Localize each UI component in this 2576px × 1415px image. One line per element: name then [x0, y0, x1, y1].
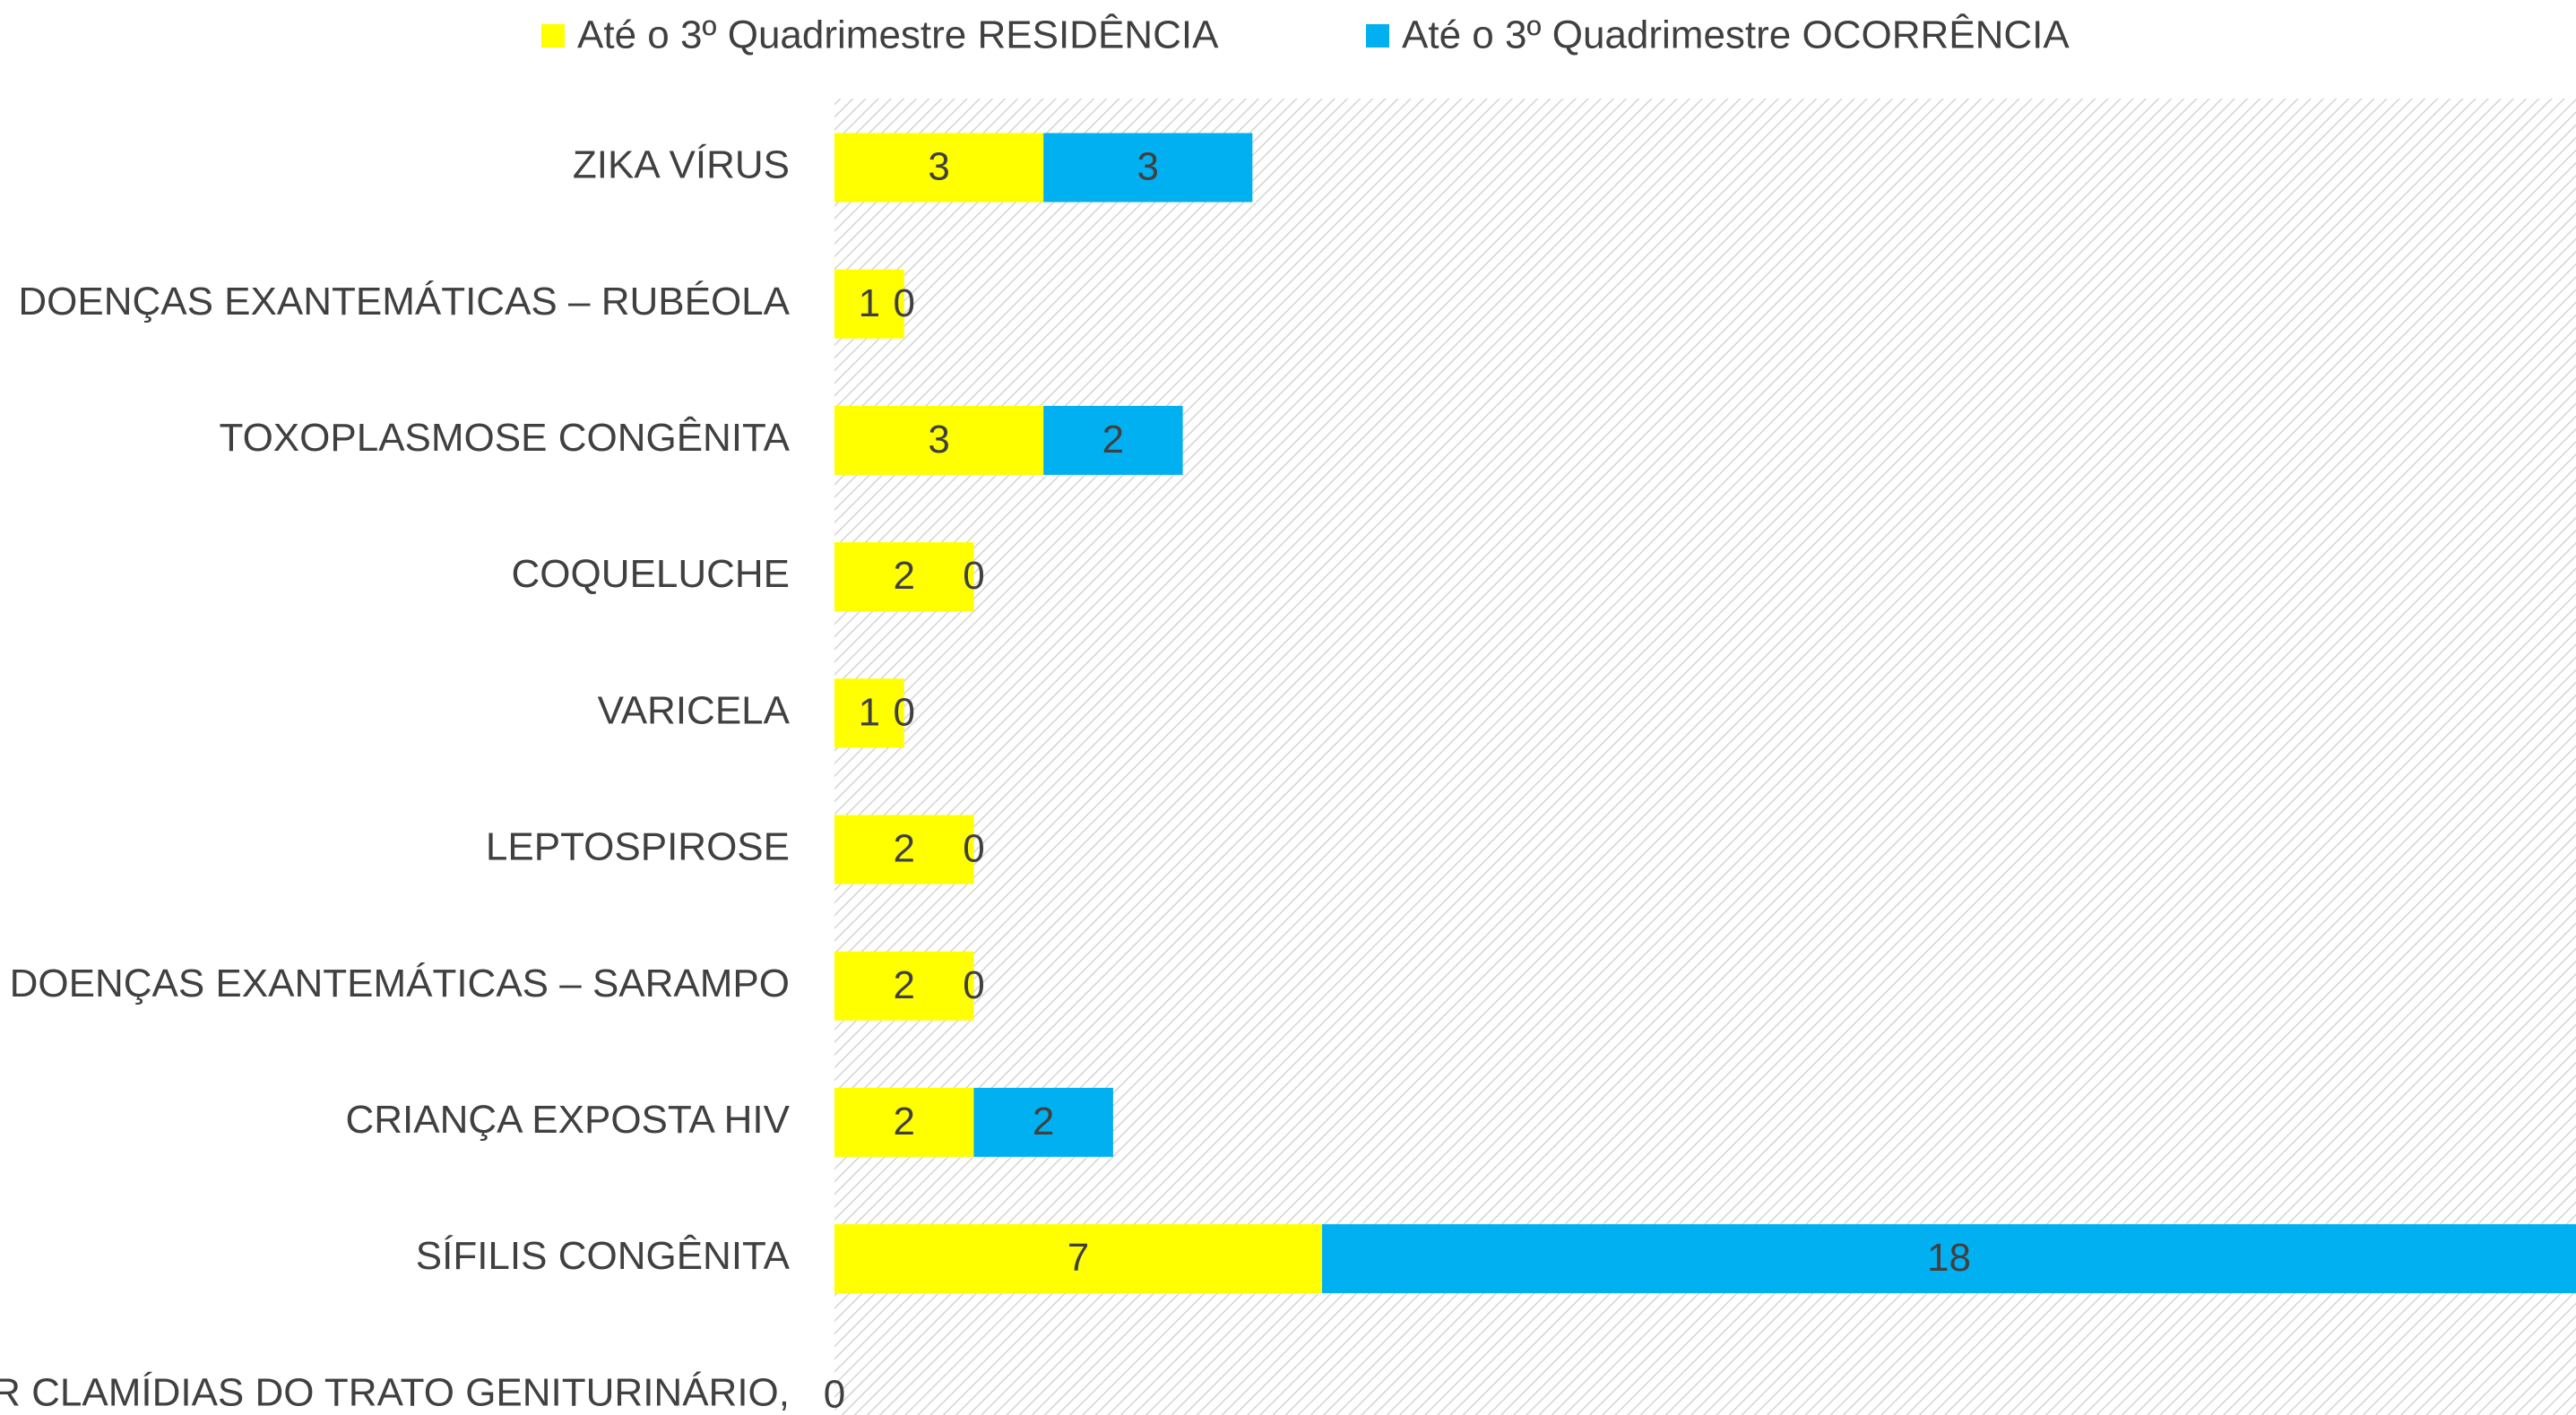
bar: [834, 815, 974, 884]
data-label: 0: [963, 963, 984, 1007]
legend-label: Até o 3º Quadrimestre RESIDÊNCIA: [577, 13, 1219, 57]
bar: [834, 1087, 974, 1157]
legend-swatch: [541, 24, 565, 47]
bar: [834, 542, 974, 612]
y-tick-label: TOXOPLASMOSE CONGÊNITA: [220, 416, 791, 460]
data-label: 0: [963, 554, 984, 598]
data-label: 7: [1068, 1236, 1089, 1280]
data-label: 2: [893, 554, 914, 598]
data-label: 2: [1033, 1100, 1054, 1143]
data-label: 3: [928, 145, 949, 189]
bar: [973, 1087, 1113, 1157]
bar: [834, 269, 904, 339]
bar: [834, 133, 1044, 203]
bar: [834, 1224, 1323, 1294]
data-label: 0: [893, 281, 914, 325]
bar: [1043, 133, 1253, 203]
y-tick-label: R CLAMÍDIAS DO TRATO GENITURINÁRIO,: [0, 1370, 790, 1414]
y-tick-label: CRIANÇA EXPOSTA HIV: [345, 1098, 790, 1142]
data-label: 2: [893, 1100, 914, 1143]
y-tick-label: VARICELA: [598, 688, 791, 732]
data-label: 0: [824, 1372, 845, 1415]
y-tick-label: COQUELUCHE: [512, 552, 791, 596]
bar: [834, 405, 1044, 475]
data-label: 1: [859, 690, 880, 734]
data-label: 2: [893, 827, 914, 871]
legend-label: Até o 3º Quadrimestre OCORRÊNCIA: [1402, 13, 2070, 57]
bar: [834, 951, 974, 1021]
data-label: 3: [1137, 145, 1158, 189]
data-label: 2: [1102, 418, 1124, 462]
y-tick-label: DOENÇAS EXANTEMÁTICAS – RUBÉOLA: [18, 280, 790, 324]
bar: [1322, 1224, 2576, 1294]
y-tick-label: DOENÇAS EXANTEMÁTICAS – SARAMPO: [10, 962, 790, 1005]
data-label: 2: [893, 963, 914, 1007]
data-label: 3: [928, 418, 949, 462]
data-label: 0: [893, 690, 914, 734]
y-tick-label: SÍFILIS CONGÊNITA: [416, 1234, 791, 1278]
bar: [834, 678, 904, 748]
data-label: 1: [859, 281, 880, 325]
legend-swatch: [1366, 24, 1389, 47]
bar: [1043, 405, 1183, 475]
y-tick-label: LEPTOSPIROSE: [486, 825, 790, 869]
y-tick-label: ZIKA VÍRUS: [573, 143, 790, 187]
data-label: 0: [963, 827, 984, 871]
data-label: 18: [1927, 1236, 1971, 1280]
plot-area: [834, 99, 2576, 1415]
